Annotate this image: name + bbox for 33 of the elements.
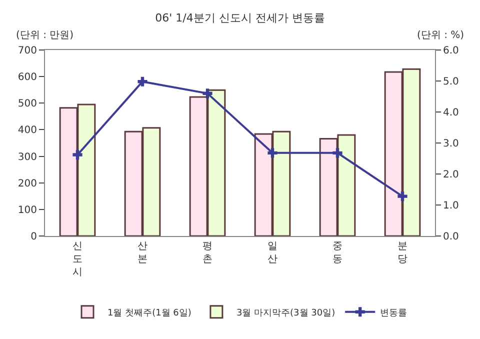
y2-tick-label: 0.0 <box>443 232 459 242</box>
y2-tick-label: 6.0 <box>443 46 459 56</box>
x-tick-label: 신도시 <box>72 241 82 278</box>
y-tick-label: 400 <box>18 125 37 136</box>
point <box>398 192 408 202</box>
point <box>202 88 212 98</box>
point <box>72 150 82 160</box>
y2-tick-label: 5.0 <box>443 76 459 88</box>
y2-tick-label: 2.0 <box>443 170 459 180</box>
legend-label: 3월 마지막주(3월 30일) <box>236 308 336 318</box>
y-tick-label: 300 <box>18 152 37 163</box>
x-tick-label: 분당 <box>398 241 408 265</box>
x-tick-label: 평촌 <box>202 241 212 265</box>
point <box>332 148 342 158</box>
y-tick-label: 700 <box>18 46 37 56</box>
y-tick-label: 0 <box>30 232 37 242</box>
point <box>138 76 148 86</box>
y2-tick-label: 4.0 <box>443 108 459 118</box>
x-tick-label: 일산 <box>268 241 278 265</box>
y2-tick-label: 3.0 <box>443 138 459 150</box>
chart-title: 06' 1/4분기 신도시 전세가 변동률 <box>155 11 325 24</box>
legend-label: 1월 첫째주(1월 6일) <box>108 308 192 318</box>
x-tick-label: 산본 <box>138 241 148 265</box>
y-tick-label: 100 <box>18 204 37 216</box>
x-tick-label: 중동 <box>332 241 342 265</box>
y2-axis-title: (단위 : %) <box>417 30 464 41</box>
y-tick-label: 500 <box>18 98 37 110</box>
point <box>268 148 278 158</box>
y-tick-label: 600 <box>18 72 37 84</box>
legend-label: 변동률 <box>380 308 408 318</box>
y2-tick-label: 1.0 <box>443 200 459 212</box>
y-axis-title: (단위 : 만원) <box>16 30 74 41</box>
y-tick-label: 200 <box>18 178 37 190</box>
